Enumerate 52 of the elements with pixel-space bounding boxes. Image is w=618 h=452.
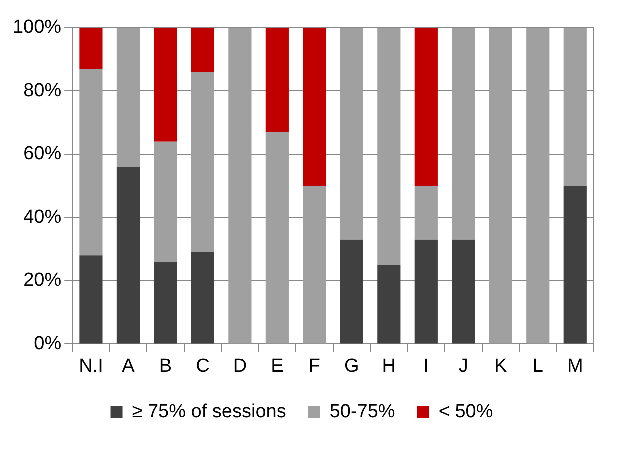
legend-label: ≥ 75% of sessions xyxy=(132,402,286,423)
x-tick-label: L xyxy=(532,356,544,377)
bar xyxy=(564,28,587,186)
x-tick-label: A xyxy=(122,356,136,377)
bar xyxy=(80,69,103,256)
bar xyxy=(489,28,512,344)
bar xyxy=(266,132,289,344)
y-tick-label: 80% xyxy=(24,80,62,102)
y-tick-label: 100% xyxy=(12,17,62,38)
y-tick-label: 0% xyxy=(34,333,62,354)
x-tick-label: B xyxy=(159,356,172,377)
legend-label: < 50% xyxy=(438,402,494,423)
x-tick-label: N.I xyxy=(79,356,104,377)
bar xyxy=(452,240,476,344)
x-tick-label: H xyxy=(382,356,396,377)
bar xyxy=(116,28,140,168)
bar xyxy=(452,28,476,240)
bar xyxy=(80,256,103,344)
bar xyxy=(414,186,438,240)
legend-label: 50-75% xyxy=(330,402,396,423)
bar xyxy=(340,28,364,240)
y-tick-label: 60% xyxy=(24,144,62,165)
bar xyxy=(414,28,438,186)
bar xyxy=(191,252,214,344)
bar xyxy=(191,72,214,252)
y-tick-label: 20% xyxy=(24,270,62,292)
bar xyxy=(154,142,178,262)
x-tick-label: C xyxy=(196,356,210,377)
bar xyxy=(564,186,587,344)
bar xyxy=(340,240,364,344)
x-tick-label: K xyxy=(494,356,508,377)
bar xyxy=(154,28,178,142)
x-tick-label: G xyxy=(344,356,360,377)
x-tick-label: J xyxy=(458,356,468,377)
bar xyxy=(378,28,401,266)
bar xyxy=(414,240,438,344)
x-tick-label: M xyxy=(567,356,584,377)
bar xyxy=(116,167,140,344)
bar xyxy=(154,262,178,344)
bar xyxy=(526,28,550,344)
x-tick-label: E xyxy=(271,356,284,377)
bar xyxy=(378,265,401,344)
bar xyxy=(228,28,252,344)
bar xyxy=(303,28,326,186)
bar xyxy=(80,28,103,70)
y-tick-label: 40% xyxy=(24,206,62,228)
bar xyxy=(266,28,289,132)
x-tick-label: I xyxy=(424,356,430,377)
bar xyxy=(191,28,214,72)
x-tick-label: D xyxy=(233,356,248,377)
bar xyxy=(303,186,326,344)
x-tick-label: F xyxy=(308,356,320,377)
